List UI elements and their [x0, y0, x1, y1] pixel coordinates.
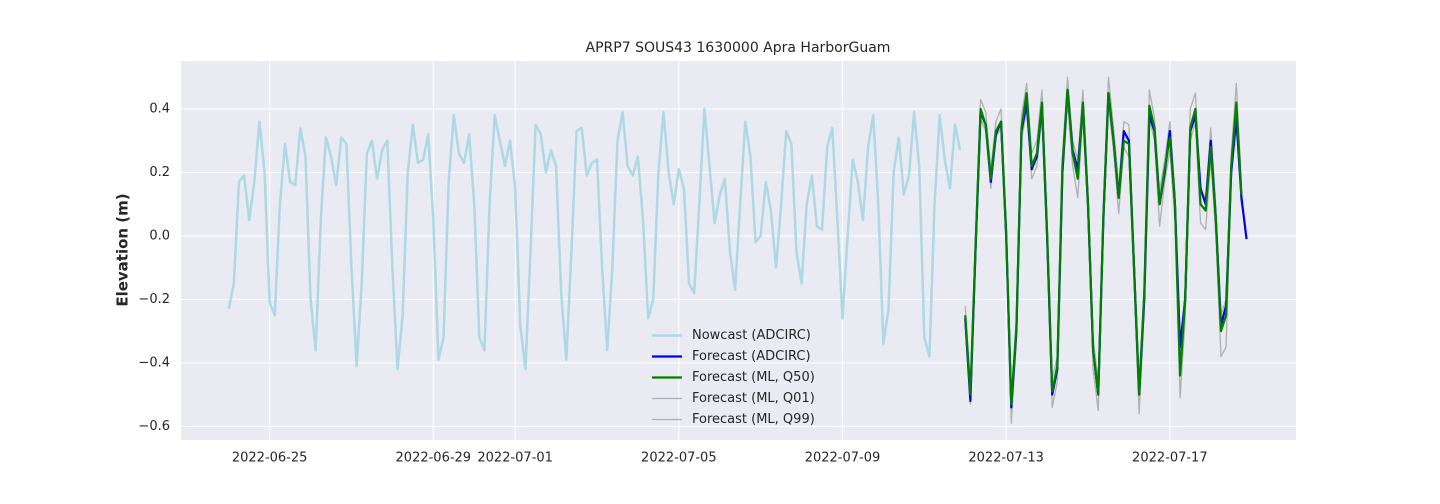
legend-label: Forecast (ML, Q99) [692, 412, 815, 427]
legend-label: Nowcast (ADCIRC) [692, 328, 811, 343]
x-tick-label: 2022-06-29 [396, 451, 472, 466]
legend-label: Forecast (ML, Q50) [692, 370, 815, 385]
x-tick-label: 2022-07-09 [805, 451, 881, 466]
y-tick-label: −0.4 [138, 355, 170, 370]
x-tick-label: 2022-07-01 [477, 451, 553, 466]
legend-label: Forecast (ADCIRC) [692, 349, 811, 364]
y-axis-label: Elevation (m) [114, 193, 132, 306]
x-tick-label: 2022-07-13 [968, 451, 1044, 466]
y-tick-label: −0.2 [138, 292, 170, 307]
series-line [227, 107, 962, 371]
chart-title: APRP7 SOUS43 1630000 Apra HarborGuam [586, 40, 891, 56]
series-line [964, 88, 1243, 406]
y-tick-label: 0.2 [149, 165, 170, 180]
y-tick-label: 0.0 [149, 228, 170, 243]
y-tick-label: 0.4 [149, 101, 170, 116]
legend-label: Forecast (ML, Q01) [692, 391, 815, 406]
y-tick-label: −0.6 [138, 419, 170, 434]
x-tick-label: 2022-07-05 [641, 451, 717, 466]
x-tick-label: 2022-07-17 [1132, 451, 1208, 466]
x-tick-label: 2022-06-25 [232, 451, 308, 466]
